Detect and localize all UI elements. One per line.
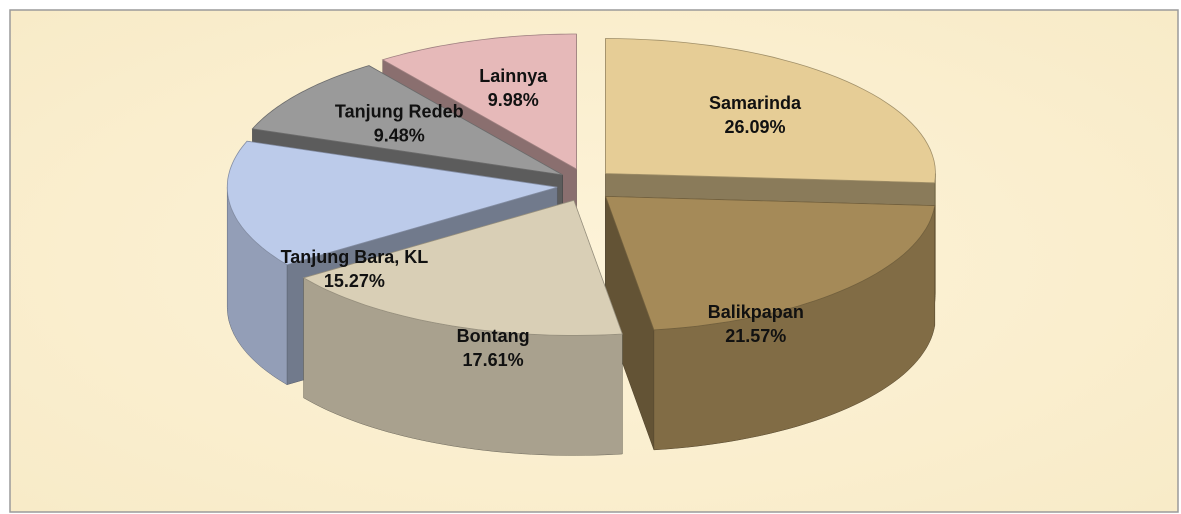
slice — [302, 199, 623, 456]
slice-top — [605, 38, 936, 184]
slice-label: Tanjung Redeb — [335, 101, 464, 121]
slice-label: Tanjung Bara, KL — [281, 247, 429, 267]
slice-value-label: 21.57% — [725, 326, 786, 346]
slice-label: Bontang — [457, 326, 530, 346]
slice-label: Balikpapan — [708, 302, 804, 322]
slice-value-label: 26.09% — [724, 117, 785, 137]
slice-top — [226, 140, 558, 266]
slice-value-label: 17.61% — [463, 350, 524, 370]
slice-label: Samarinda — [709, 93, 802, 113]
slice-top — [381, 33, 577, 170]
slice-top — [251, 65, 563, 176]
slice-value-label: 15.27% — [324, 271, 385, 291]
slice-value-label: 9.98% — [488, 90, 539, 110]
slice-top — [302, 199, 623, 336]
slice-top — [605, 195, 936, 331]
slice-label: Lainnya — [479, 66, 548, 86]
slice — [605, 195, 936, 451]
slice-value-label: 9.48% — [374, 125, 425, 145]
